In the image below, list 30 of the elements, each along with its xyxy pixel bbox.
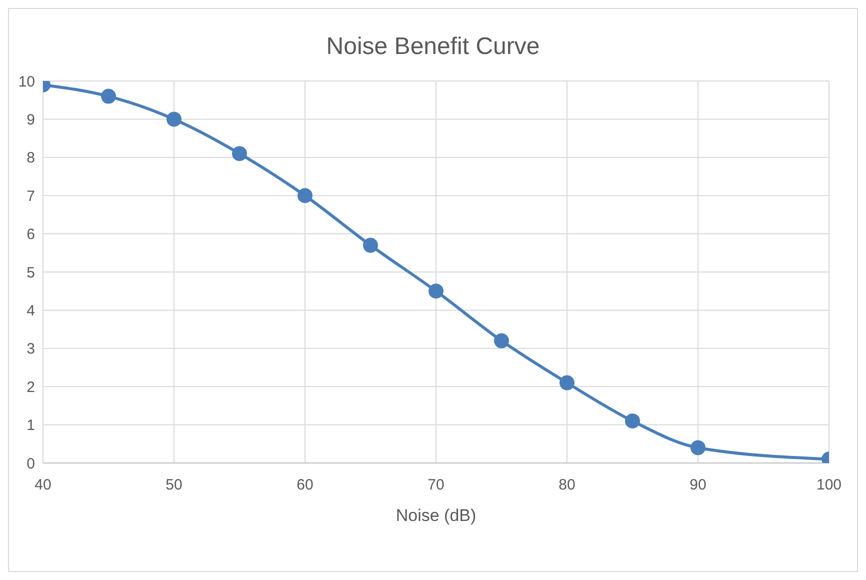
point [363, 238, 378, 253]
point [232, 146, 247, 162]
x-tick-label: 100 [816, 476, 842, 494]
y-tick-label: 9 [26, 112, 35, 129]
y-tick-label: 2 [26, 378, 35, 396]
point [166, 112, 182, 127]
y-tick-label: 8 [26, 150, 35, 167]
y-tick-label: 1 [26, 417, 35, 434]
x-tick-label: 40 [34, 476, 52, 494]
point [560, 375, 574, 390]
x-tick-label: 50 [166, 476, 182, 494]
point [101, 88, 116, 104]
x-tick-label: 70 [428, 476, 444, 494]
point [428, 284, 444, 299]
y-tick-label: 3 [26, 340, 35, 358]
point [690, 440, 706, 456]
x-axis-title: Noise (dB) [396, 506, 476, 525]
y-tick-label: 10 [18, 73, 35, 90]
x-tick-label: 90 [690, 476, 706, 494]
y-tick-label: 4 [26, 302, 35, 320]
point [298, 188, 312, 204]
y-tick-label: 7 [26, 188, 35, 205]
chart-title: Noise Benefit Curve [325, 33, 541, 62]
point [625, 413, 640, 428]
y-tick-label: 0 [26, 455, 35, 472]
x-tick-label: 80 [558, 476, 576, 494]
point [494, 333, 509, 348]
y-tick-label: 5 [26, 264, 35, 282]
x-tick-label: 60 [296, 476, 314, 494]
y-tick-label: 6 [26, 226, 35, 244]
